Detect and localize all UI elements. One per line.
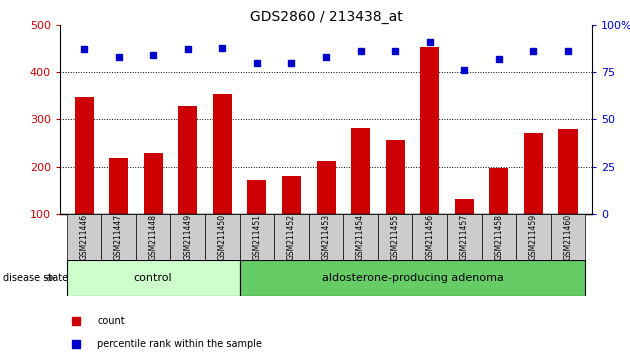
Text: GSM211447: GSM211447 — [114, 214, 123, 260]
Bar — [74, 97, 93, 262]
Bar — [516, 214, 551, 260]
Bar — [413, 214, 447, 260]
Bar — [171, 214, 205, 260]
Bar — [109, 158, 128, 262]
Bar — [248, 180, 266, 262]
Text: GSM211456: GSM211456 — [425, 214, 434, 260]
Bar — [136, 214, 171, 260]
Bar — [213, 95, 232, 262]
Bar — [378, 214, 413, 260]
Text: count: count — [97, 316, 125, 326]
Bar — [178, 106, 197, 262]
Bar — [101, 214, 136, 260]
Bar — [282, 176, 301, 262]
Text: GSM211460: GSM211460 — [563, 214, 573, 260]
Text: percentile rank within the sample: percentile rank within the sample — [97, 339, 262, 349]
Text: GSM211455: GSM211455 — [391, 214, 399, 260]
Bar — [239, 260, 585, 296]
Bar — [524, 133, 543, 262]
Bar — [67, 214, 101, 260]
Bar — [309, 214, 343, 260]
Text: GSM211446: GSM211446 — [79, 214, 89, 260]
Text: GSM211452: GSM211452 — [287, 214, 296, 260]
Title: GDS2860 / 213438_at: GDS2860 / 213438_at — [249, 10, 403, 24]
Text: GSM211457: GSM211457 — [460, 214, 469, 260]
Text: control: control — [134, 273, 173, 283]
Bar — [351, 127, 370, 262]
Bar — [274, 214, 309, 260]
Bar — [239, 214, 274, 260]
Text: GSM211449: GSM211449 — [183, 214, 192, 260]
Bar — [455, 199, 474, 262]
Text: GSM211459: GSM211459 — [529, 214, 538, 260]
Text: GSM211454: GSM211454 — [356, 214, 365, 260]
Text: disease state: disease state — [3, 273, 68, 283]
Bar — [447, 214, 481, 260]
Bar — [420, 47, 439, 262]
Bar — [343, 214, 378, 260]
Bar — [490, 168, 508, 262]
Bar — [551, 214, 585, 260]
Text: GSM211451: GSM211451 — [253, 214, 261, 260]
Text: GSM211453: GSM211453 — [321, 214, 331, 260]
Bar — [386, 140, 404, 262]
Bar — [481, 214, 516, 260]
Bar — [67, 260, 239, 296]
Bar — [205, 214, 239, 260]
Bar — [144, 153, 163, 262]
Text: GSM211450: GSM211450 — [218, 214, 227, 260]
Text: GSM211448: GSM211448 — [149, 214, 158, 260]
Text: GSM211458: GSM211458 — [495, 214, 503, 260]
Bar — [559, 129, 578, 262]
Text: aldosterone-producing adenoma: aldosterone-producing adenoma — [321, 273, 503, 283]
Bar — [316, 161, 336, 262]
